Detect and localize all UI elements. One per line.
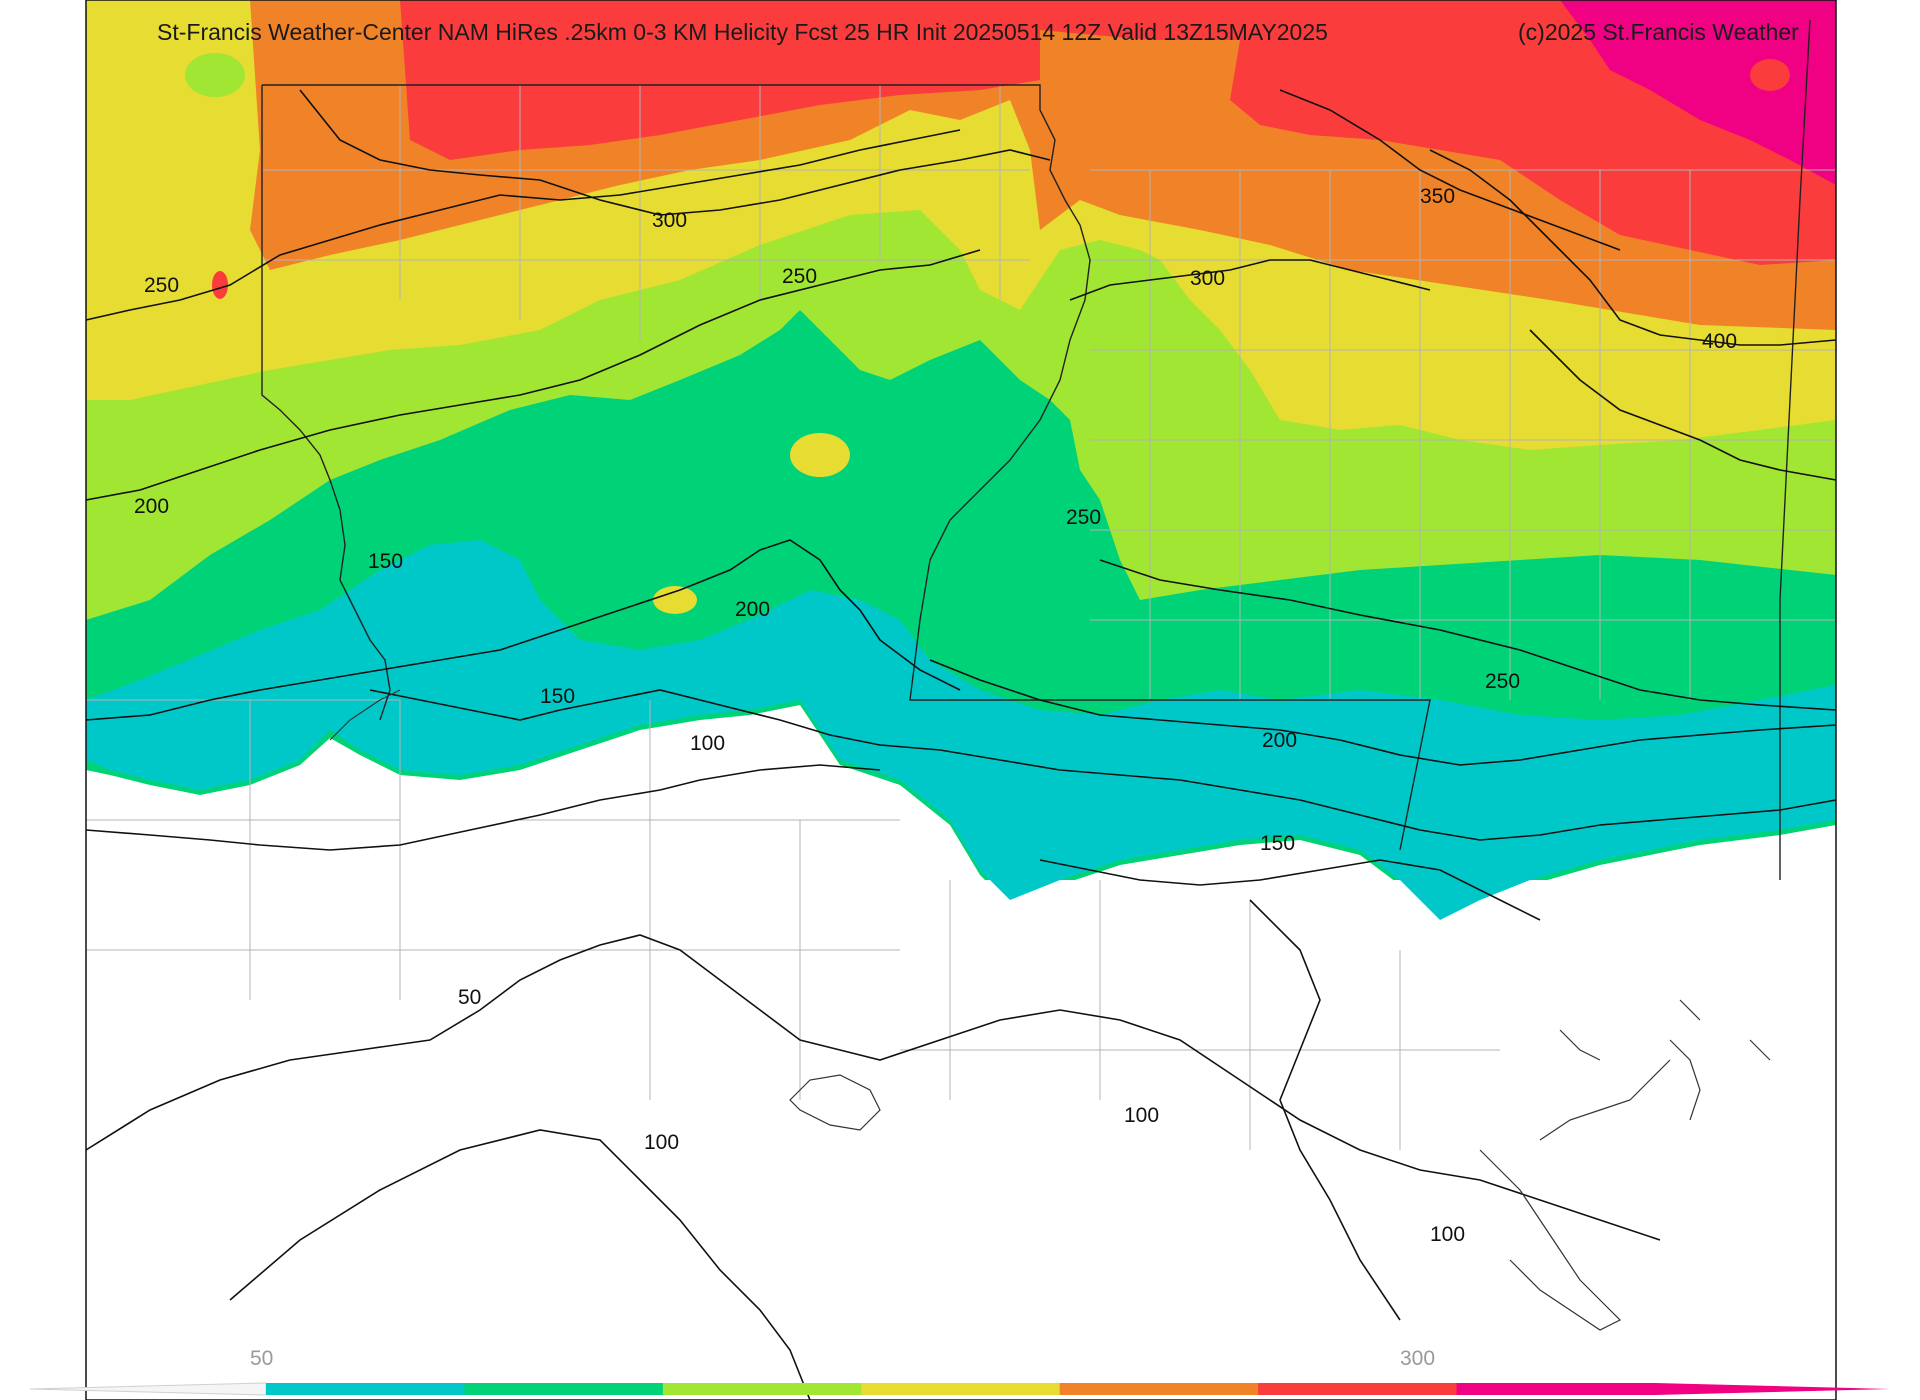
colorbar-segment xyxy=(662,1383,862,1395)
contour-label: 200 xyxy=(134,495,169,518)
colorbar-segment xyxy=(464,1383,664,1395)
colorbar-tick-label: 300 xyxy=(1400,1347,1435,1370)
colorbar-segment xyxy=(266,1383,465,1395)
fill-cell-yellow-2 xyxy=(653,586,697,614)
copyright-text: (c)2025 St.Francis Weather xyxy=(1518,19,1799,45)
contour-label: 50 xyxy=(458,986,481,1009)
helicity-contours xyxy=(85,89,1837,1400)
fill-cell-red-2 xyxy=(212,271,228,299)
fill-cell-lime xyxy=(185,53,245,97)
fill-cell-yellow xyxy=(790,433,850,477)
fill-band-white xyxy=(86,705,1836,1400)
colorbar: 50 300 xyxy=(29,1347,1890,1396)
contour-label: 200 xyxy=(1262,729,1297,752)
colorbar-segment xyxy=(1456,1383,1656,1395)
colorbar-segment xyxy=(1258,1383,1458,1395)
coastline xyxy=(329,689,1771,1331)
contour-label: 300 xyxy=(1190,267,1225,290)
contour-label: 250 xyxy=(782,265,817,288)
colorbar-segment xyxy=(861,1383,1061,1395)
contour-label: 100 xyxy=(1124,1104,1159,1127)
contour-label: 400 xyxy=(1702,330,1737,353)
colorbar-extend-right xyxy=(1655,1383,1890,1395)
contour-label: 100 xyxy=(644,1131,679,1154)
colorbar-tick-label: 50 xyxy=(250,1347,273,1370)
contour-label: 150 xyxy=(368,550,403,573)
contour-label: 100 xyxy=(1430,1223,1465,1246)
contour-label: 250 xyxy=(1066,506,1101,529)
fill-cell-red xyxy=(1750,59,1790,91)
map-title: St-Francis Weather-Center NAM HiRes .25k… xyxy=(157,19,1328,45)
contour-label: 100 xyxy=(690,732,725,755)
contour-label: 150 xyxy=(540,685,575,708)
contour-label: 350 xyxy=(1420,185,1455,208)
fill-band-red xyxy=(400,0,1836,265)
state-boundaries xyxy=(261,19,1811,880)
contour-label: 200 xyxy=(735,598,770,621)
colorbar-segment xyxy=(1059,1383,1259,1395)
map-border xyxy=(85,0,1837,1400)
contour-label: 250 xyxy=(1485,670,1520,693)
fill-band-pink xyxy=(1560,0,1836,185)
contour-labels: 250 300 250 300 350 400 200 150 250 200 … xyxy=(134,185,1737,1246)
county-boundaries xyxy=(86,84,1836,1150)
contour-label: 300 xyxy=(652,209,687,232)
contour-label: 150 xyxy=(1260,832,1295,855)
contour-label: 250 xyxy=(144,274,179,297)
